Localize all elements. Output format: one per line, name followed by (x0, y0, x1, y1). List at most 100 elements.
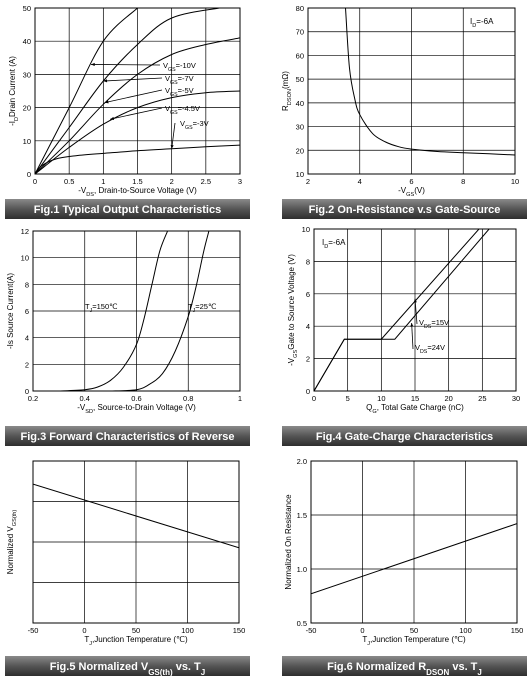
series-label: VGS=-10V (163, 61, 196, 73)
x-tick-label: 0.4 (80, 394, 90, 403)
y-tick-label: 0 (27, 170, 31, 179)
series-label: TJ=150℃ (85, 302, 118, 314)
x-tick-label: 8 (461, 177, 465, 186)
x-tick-label: 20 (444, 394, 452, 403)
y-tick-label: 6 (306, 290, 310, 299)
y-tick-label: 8 (25, 280, 29, 289)
y-tick-label: 4 (25, 334, 29, 343)
caption-text: Fig.4 Gate-Charge Characteristics (316, 431, 493, 443)
figure-caption: Fig.4 Gate-Charge Characteristics (282, 426, 527, 446)
y-tick-label: 2 (306, 355, 310, 364)
y-tick-label: 20 (296, 146, 304, 155)
legend-arrow (91, 64, 161, 66)
x-tick-label: 0 (82, 626, 86, 635)
y-tick-label: 30 (296, 123, 304, 132)
caption-text: Fig.1 Typical Output Characteristics (34, 204, 221, 216)
legend-arrow (103, 77, 163, 82)
series-line (33, 483, 239, 549)
figure-caption: Fig.2 On-Resistance v.s Gate-Source (282, 199, 527, 219)
x-tick-label: 6 (409, 177, 413, 186)
x-axis-label: -VSD, Source-to-Drain Voltage (V) (77, 403, 196, 415)
x-tick-label: 2 (306, 177, 310, 186)
legend-arrow (171, 122, 176, 149)
series-line (35, 8, 138, 174)
x-tick-label: 10 (377, 394, 385, 403)
series-line (314, 229, 490, 391)
caption-bar (282, 656, 527, 676)
chart-2: 2 4 6 8 10 10 20 30 40 50 60 70 80 -VGS(V) RDSON(mΩ) ID… (281, 4, 527, 219)
annotation: ID=-6A (322, 238, 346, 250)
x-tick-label: 1 (101, 177, 105, 186)
series-line (311, 523, 517, 595)
x-tick-label: 0.5 (64, 177, 74, 186)
y-tick-label: 2 (25, 360, 29, 369)
y-axis-label: -IDDrain Current (A) (8, 56, 20, 126)
x-tick-label: -50 (306, 626, 317, 635)
figure-caption: Fig.5 Normalized VGS(th) vs. TJ (5, 656, 250, 677)
x-tick-label: 50 (410, 626, 418, 635)
y-axis-label: Normalized On Resistance (284, 494, 293, 590)
x-tick-label: 100 (459, 626, 472, 635)
x-axis-label: TJ,Junction Temperature (℃) (362, 635, 466, 647)
y-tick-label: 10 (296, 170, 304, 179)
y-tick-label: 2.0 (297, 457, 307, 466)
series-line (35, 90, 240, 174)
y-tick-label: 4 (306, 322, 310, 331)
y-tick-label: 50 (296, 75, 304, 84)
series-label: TJ=25℃ (188, 302, 217, 314)
y-tick-label: 0 (306, 387, 310, 396)
x-tick-label: 0.6 (131, 394, 141, 403)
x-tick-label: 0 (360, 626, 364, 635)
x-tick-label: -50 (28, 626, 39, 635)
y-tick-label: 80 (296, 4, 304, 13)
series-line (35, 37, 240, 174)
series-line (35, 144, 240, 174)
y-tick-label: 0.5 (297, 619, 307, 628)
y-tick-label: 20 (23, 104, 31, 113)
x-tick-label: 1 (238, 394, 242, 403)
caption-bar (5, 656, 250, 676)
series-label: VGS=-3V (180, 119, 209, 131)
x-tick-label: 25 (478, 394, 486, 403)
caption-text: Fig.5 Normalized VGS(th) vs. TJ (50, 661, 205, 677)
y-tick-label: 10 (23, 137, 31, 146)
chart-6: -50 0 50 100 150 0.5 1.0 1.5 2.0 TJ,Junction Temp… (282, 457, 527, 677)
y-axis-label: RDSON(mΩ) (281, 71, 293, 111)
y-tick-label: 0 (25, 387, 29, 396)
legend-arrow (411, 322, 414, 350)
legend-arrowhead (110, 116, 115, 120)
y-tick-label: 50 (23, 4, 31, 13)
series-line (58, 231, 169, 391)
y-tick-label: 60 (296, 51, 304, 60)
series-label: VGS=-7V (165, 74, 194, 86)
y-tick-label: 8 (306, 257, 310, 266)
x-tick-label: 0.2 (28, 394, 38, 403)
legend-arrowhead (410, 322, 414, 327)
figure-caption: Fig.3 Forward Characteristics of Reverse (5, 426, 250, 446)
caption-bar (282, 199, 527, 219)
series-label: VGS=-5V (165, 86, 194, 98)
x-tick-label: 150 (511, 626, 524, 635)
figure-caption: Fig.1 Typical Output Characteristics (5, 199, 250, 219)
y-tick-label: 70 (296, 28, 304, 37)
x-axis-label: TJ,Junction Temperature (℃) (84, 635, 188, 647)
y-tick-label: 1.0 (297, 565, 307, 574)
series-label: VDS=24V (415, 343, 445, 355)
x-tick-label: 0 (33, 177, 37, 186)
figure-caption: Fig.6 Normalized RDSON vs. TJ (282, 656, 527, 677)
legend-arrow (414, 298, 418, 325)
y-tick-label: 6 (25, 307, 29, 316)
x-tick-label: 30 (512, 394, 520, 403)
y-tick-label: 40 (23, 37, 31, 46)
y-tick-label: 10 (21, 254, 29, 263)
x-axis-label: QG, Total Gate Charge (nC) (366, 403, 464, 415)
series-line (345, 8, 515, 156)
annotation: ID=-6A (470, 17, 494, 29)
series-label: VDS=15V (419, 318, 449, 330)
x-axis-label: -VDS, Drain-to-Source Voltage (V) (78, 186, 197, 198)
x-tick-label: 5 (346, 394, 350, 403)
y-axis-label: -VGSGate to Source Voltage (V) (287, 254, 299, 366)
y-tick-label: 10 (302, 225, 310, 234)
